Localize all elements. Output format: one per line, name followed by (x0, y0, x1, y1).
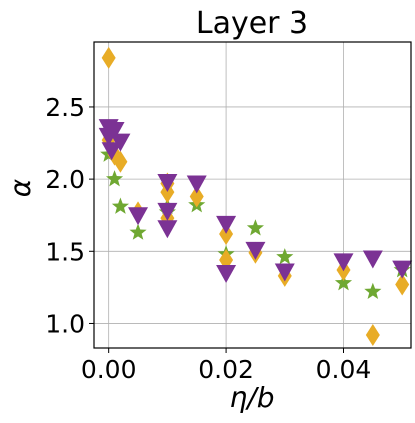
diamond-marker (101, 46, 116, 69)
triangle-down-marker (274, 263, 295, 282)
triangle-down-marker (157, 174, 178, 193)
star-marker (105, 170, 124, 187)
triangle-down-marker (101, 142, 122, 161)
diamond-marker (160, 181, 175, 204)
y-tick-label: 2.0 (45, 165, 85, 194)
grid (94, 42, 411, 348)
star-marker (246, 219, 264, 236)
triangle-down-marker (216, 264, 237, 283)
data-points (98, 46, 413, 347)
x-tick-label: 0.02 (198, 355, 254, 384)
triangle-down-marker (128, 207, 149, 226)
triangle-down-marker (186, 175, 207, 194)
star-marker (334, 274, 353, 291)
diamond-marker (395, 273, 410, 296)
x-axis-ticks: 0.00 0.02 0.04 (81, 348, 371, 384)
triangle-down-marker (392, 260, 413, 279)
diamond-marker (219, 222, 234, 245)
star-marker (276, 248, 294, 265)
star-marker (364, 282, 382, 299)
triangle-down-marker (216, 215, 237, 234)
triangle-down-marker (157, 202, 178, 221)
diamond-marker (365, 324, 380, 347)
diamond-marker (189, 185, 204, 208)
x-tick-label: 0.04 (316, 355, 372, 384)
triangle-down-marker (333, 253, 354, 272)
star-marker (129, 223, 147, 240)
triangle-down-marker (110, 133, 131, 152)
diamond-marker (113, 150, 128, 173)
chart-title: Layer 3 (196, 6, 308, 41)
y-tick-label: 2.5 (45, 93, 85, 122)
star-marker (111, 197, 129, 214)
triangle-down-marker (362, 250, 383, 269)
triangle-down-marker (157, 220, 178, 239)
y-axis-label: α (4, 178, 37, 197)
x-tick-label: 0.00 (81, 355, 137, 384)
y-tick-label: 1.0 (45, 309, 85, 338)
x-axis-label: η/b (230, 381, 275, 414)
triangle-down-marker (245, 241, 266, 260)
y-axis-ticks: 1.0 1.5 2.0 2.5 (45, 93, 94, 338)
y-tick-label: 1.5 (45, 237, 85, 266)
plot-frame (93, 41, 412, 349)
triangle-down-marker (104, 122, 125, 141)
